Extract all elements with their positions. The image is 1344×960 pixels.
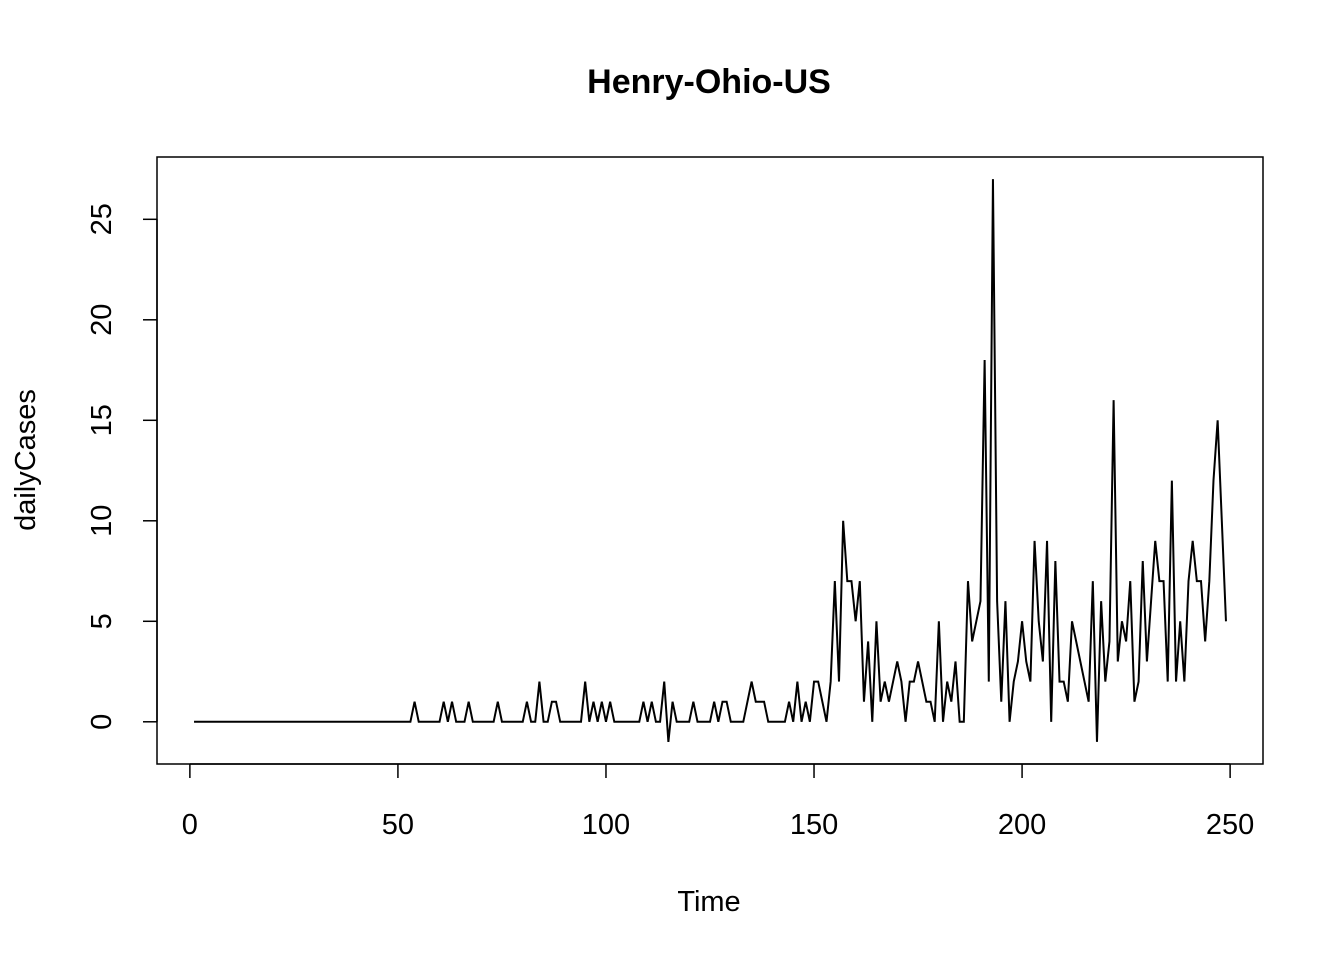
x-axis: 0 50 100 150 200 250 <box>182 763 1254 841</box>
y-tick-label: 10 <box>86 505 118 537</box>
y-tick-label: 0 <box>86 714 118 730</box>
x-tick-label: 250 <box>1206 809 1254 841</box>
x-tick-label: 150 <box>790 809 838 841</box>
x-tick-label: 200 <box>998 809 1046 841</box>
x-tick-label: 0 <box>182 809 198 841</box>
series-line-dailycases <box>194 179 1227 742</box>
chart-title: Henry-Ohio-US <box>587 63 831 101</box>
x-tick-label: 50 <box>382 809 414 841</box>
y-tick-label: 25 <box>86 203 118 235</box>
y-tick-label: 15 <box>86 404 118 436</box>
x-tick-label: 100 <box>582 809 630 841</box>
y-tick-label: 5 <box>86 613 118 629</box>
y-axis: 0 5 10 15 20 25 <box>86 203 158 730</box>
plot-frame <box>156 156 1264 765</box>
y-tick-label: 20 <box>86 304 118 336</box>
x-axis-label: Time <box>677 886 740 918</box>
y-axis-label: dailyCases <box>10 389 42 531</box>
